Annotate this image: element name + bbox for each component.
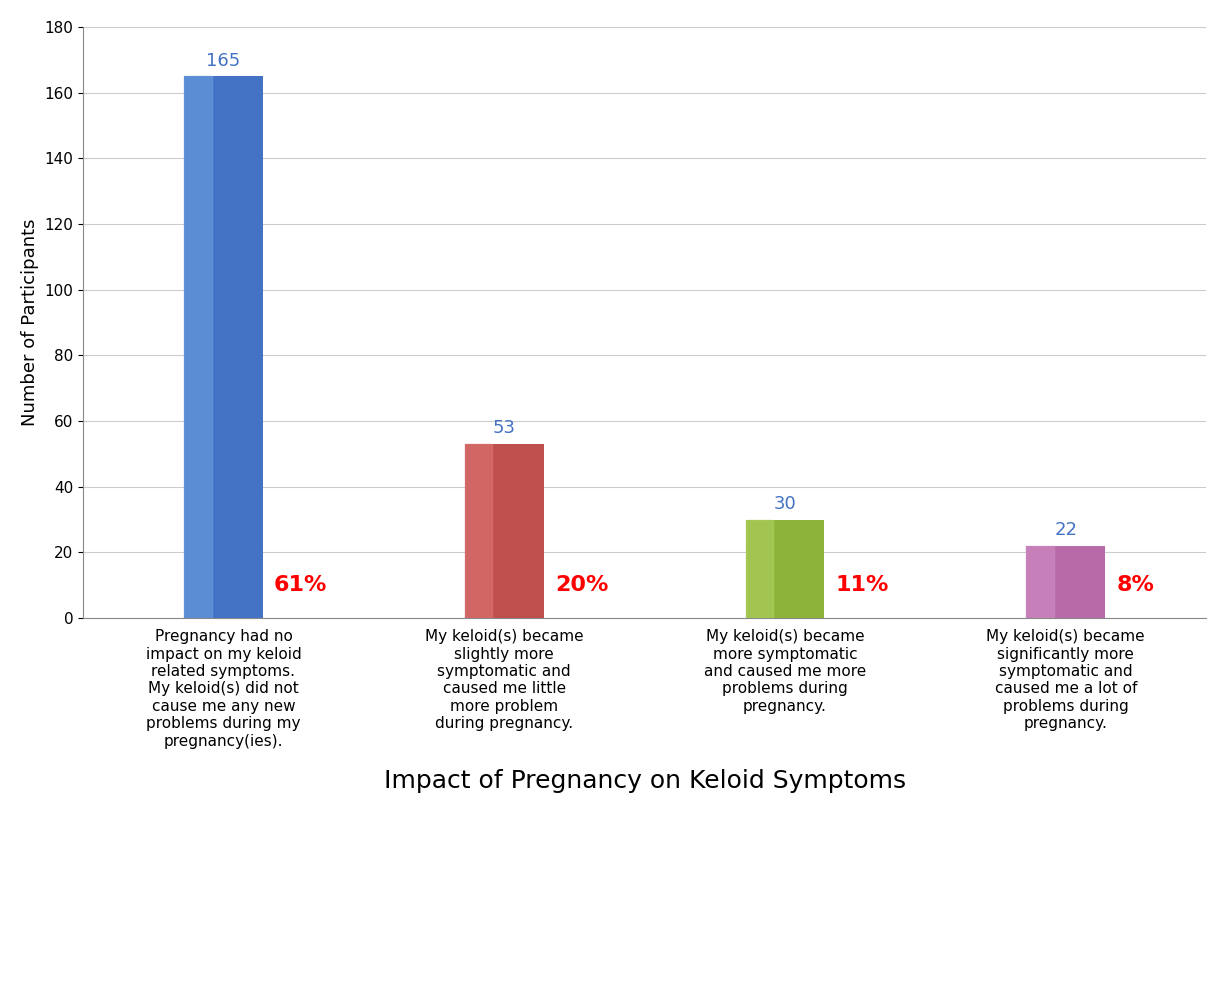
Text: 61%: 61% — [274, 575, 328, 595]
Text: 22: 22 — [1054, 521, 1077, 539]
Text: 8%: 8% — [1117, 575, 1155, 595]
Y-axis label: Number of Participants: Number of Participants — [21, 218, 39, 427]
Bar — [1027, 546, 1054, 618]
Text: 165: 165 — [206, 52, 240, 70]
Text: 53: 53 — [493, 420, 515, 438]
Text: 20%: 20% — [555, 575, 609, 595]
Text: 11%: 11% — [836, 575, 888, 595]
Text: 30: 30 — [774, 496, 796, 513]
Bar — [465, 444, 544, 618]
Bar — [746, 519, 773, 618]
Bar — [746, 519, 825, 618]
X-axis label: Impact of Pregnancy on Keloid Symptoms: Impact of Pregnancy on Keloid Symptoms — [384, 770, 906, 794]
Bar — [184, 76, 212, 618]
Bar — [465, 444, 492, 618]
Bar — [1027, 546, 1106, 618]
Bar — [184, 76, 263, 618]
